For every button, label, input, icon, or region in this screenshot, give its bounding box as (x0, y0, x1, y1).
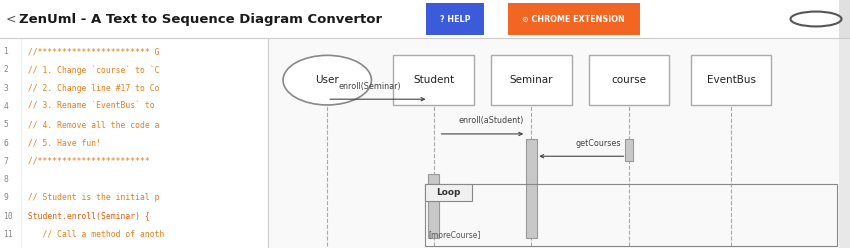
Text: 7: 7 (3, 157, 8, 166)
Text: course: course (611, 75, 647, 85)
Bar (839, 38, 850, 248)
Bar (490, 55, 571, 105)
Bar (428, 174, 439, 238)
Text: 9: 9 (3, 193, 8, 202)
Bar (507, 3, 639, 34)
Text: // 2. Change line #17 to Co: // 2. Change line #17 to Co (23, 84, 160, 93)
Bar (625, 139, 633, 161)
Bar (690, 55, 772, 105)
Text: 1: 1 (3, 47, 8, 56)
Bar (839, 0, 850, 38)
Text: getCourses: getCourses (575, 139, 621, 148)
Ellipse shape (283, 55, 371, 105)
Text: [moreCourse]: [moreCourse] (428, 230, 481, 239)
Text: 3: 3 (3, 84, 8, 93)
Text: 8: 8 (3, 175, 8, 184)
Text: 2: 2 (3, 65, 8, 74)
Text: ? HELP: ? HELP (439, 14, 470, 24)
Text: 6: 6 (3, 138, 8, 148)
Text: enroll(Seminar): enroll(Seminar) (338, 82, 400, 91)
Text: // Student is the initial p: // Student is the initial p (23, 193, 160, 202)
Text: ZenUml - A Text to Sequence Diagram Convertor: ZenUml - A Text to Sequence Diagram Conv… (19, 12, 382, 26)
Text: // 3. Rename `EventBus` to: // 3. Rename `EventBus` to (23, 102, 155, 111)
Bar (0, 0, 850, 38)
Text: Seminar: Seminar (509, 75, 553, 85)
Text: Student.enroll(Seminar) {: Student.enroll(Seminar) { (23, 212, 150, 220)
Bar (588, 55, 670, 105)
Text: 10: 10 (3, 212, 13, 220)
Text: 4: 4 (3, 102, 8, 111)
Text: ⊙ CHROME EXTENSION: ⊙ CHROME EXTENSION (523, 14, 625, 24)
Bar (393, 55, 474, 105)
Text: // 4. Remove all the code a: // 4. Remove all the code a (23, 120, 160, 129)
Text: // Call a method of anoth: // Call a method of anoth (23, 230, 164, 239)
Bar (425, 184, 837, 246)
Text: User: User (315, 75, 339, 85)
Bar (0, 38, 268, 248)
Text: // 5. Have fun!: // 5. Have fun! (23, 138, 101, 148)
Text: // 1. Change `course` to `C: // 1. Change `course` to `C (23, 65, 160, 75)
Text: 5: 5 (3, 120, 8, 129)
Text: <: < (6, 12, 16, 26)
Text: enroll(aStudent): enroll(aStudent) (458, 116, 524, 125)
Text: Student: Student (413, 75, 454, 85)
Text: //***********************: //*********************** (23, 157, 150, 166)
Bar (525, 139, 537, 238)
Text: //*********************** G: //*********************** G (23, 47, 160, 56)
Bar (426, 3, 484, 34)
Bar (268, 38, 850, 248)
Text: EventBus: EventBus (706, 75, 756, 85)
Text: Loop: Loop (436, 188, 461, 197)
Bar (425, 184, 472, 201)
Text: 11: 11 (3, 230, 13, 239)
